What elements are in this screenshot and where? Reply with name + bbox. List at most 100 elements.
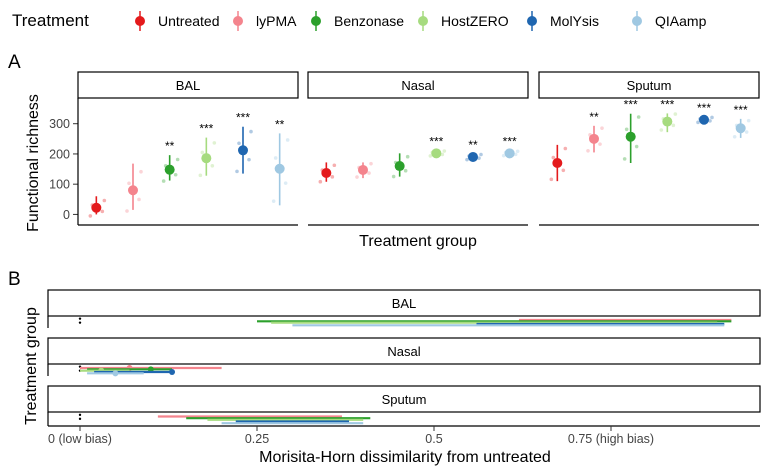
legend-key-dot	[311, 16, 321, 26]
mean-point	[358, 164, 368, 175]
sample-point	[318, 179, 323, 184]
significance-label: ***	[624, 98, 638, 112]
significance-label: **	[275, 117, 285, 131]
sample-point	[273, 156, 278, 160]
mean-point	[468, 151, 478, 162]
sample-point	[137, 197, 141, 202]
sample-point	[212, 141, 217, 145]
mean-point	[699, 114, 709, 125]
sample-point	[330, 175, 335, 179]
sample-point	[88, 214, 93, 218]
legend: Treatment Untreated lyPMA Benzonase HostZER…	[12, 11, 707, 31]
sample-point	[744, 130, 749, 134]
significance-label: ***	[660, 97, 674, 111]
facet-strip	[538, 71, 760, 99]
facet-label: Nasal	[401, 78, 434, 93]
mean-point	[735, 123, 746, 134]
mean-point	[625, 131, 636, 142]
sample-point	[237, 141, 241, 146]
reference-point	[78, 413, 82, 417]
sample-point	[465, 157, 469, 162]
sample-point	[549, 177, 554, 182]
sample-point	[598, 142, 602, 146]
sample-point	[369, 161, 373, 166]
facet-strip	[307, 71, 529, 99]
x-tick-label: 0.25	[245, 432, 269, 446]
mean-point	[504, 148, 515, 159]
panel-b-xlabel: Morisita-Horn dissimilarity from untreat…	[259, 449, 551, 466]
mean-point	[112, 370, 119, 377]
reference-point	[78, 321, 82, 324]
facet-strip	[47, 337, 761, 365]
significance-label: **	[589, 110, 599, 124]
sample-point	[710, 115, 714, 120]
x-tick-label: 0 (low bias)	[48, 432, 112, 446]
sample-point	[479, 152, 483, 157]
panel-a-xlabel: Treatment group	[359, 233, 477, 250]
sample-point	[198, 173, 203, 178]
y-tick-label: 100	[49, 178, 70, 192]
sample-point	[428, 154, 433, 158]
sample-point	[405, 154, 410, 159]
sample-point	[501, 153, 506, 158]
legend-key-dot	[632, 16, 642, 26]
significance-label: ***	[429, 134, 443, 148]
panel-b-ylabel: Treatment group	[23, 307, 40, 425]
mean-point	[128, 185, 138, 196]
sample-point	[696, 120, 700, 125]
legend-title: Treatment	[12, 11, 89, 30]
sample-point	[175, 157, 180, 162]
significance-label: **	[468, 138, 478, 152]
sample-point	[624, 127, 629, 132]
mean-point	[91, 202, 102, 213]
mean-point	[147, 366, 154, 373]
mean-point	[394, 161, 405, 172]
sample-point	[442, 149, 447, 153]
mean-point	[431, 148, 442, 159]
facet-label: Sputum	[382, 392, 427, 407]
y-tick-label: 0	[63, 208, 70, 222]
legend-label: Untreated	[158, 13, 219, 29]
sample-point	[563, 146, 568, 151]
sample-point	[708, 119, 712, 123]
legend-label: MolYsis	[550, 13, 599, 29]
facet-label: Sputum	[627, 78, 672, 93]
panel-a-tag: A	[8, 52, 21, 73]
sample-point	[673, 112, 678, 116]
panel-b-tag: B	[8, 269, 21, 290]
sample-point	[477, 156, 481, 160]
sample-point	[515, 149, 520, 154]
sample-point	[355, 175, 359, 179]
sample-point	[200, 150, 205, 155]
mean-point	[274, 163, 285, 174]
significance-label: ***	[697, 101, 711, 115]
legend-key-dot	[527, 16, 537, 26]
sample-point	[125, 209, 129, 213]
sample-point	[100, 209, 105, 214]
sample-point	[586, 148, 590, 153]
facet-strip	[77, 71, 299, 99]
sample-point	[403, 168, 408, 173]
mean-point	[321, 167, 332, 178]
sample-point	[513, 152, 518, 157]
sample-point	[440, 152, 445, 157]
mean-point	[238, 145, 248, 156]
reference-point	[78, 317, 82, 320]
sample-point	[271, 199, 276, 203]
legend-label: Benzonase	[334, 13, 404, 29]
sample-point	[659, 128, 664, 132]
sample-point	[139, 169, 143, 174]
significance-label: **	[165, 139, 175, 153]
sample-point	[551, 155, 556, 160]
sample-point	[102, 198, 107, 203]
sample-point	[622, 157, 627, 161]
legend-key-dot	[135, 16, 145, 26]
sample-point	[671, 123, 676, 128]
legend-key-dot	[233, 16, 243, 26]
mean-point	[662, 116, 673, 127]
panel-b-plot: 0 (low bias) 0.25 0.5 0.75 (high bias) BAL Na…	[47, 289, 761, 446]
facet-strip	[47, 385, 761, 413]
sample-point	[285, 138, 290, 142]
reference-point	[78, 417, 82, 421]
